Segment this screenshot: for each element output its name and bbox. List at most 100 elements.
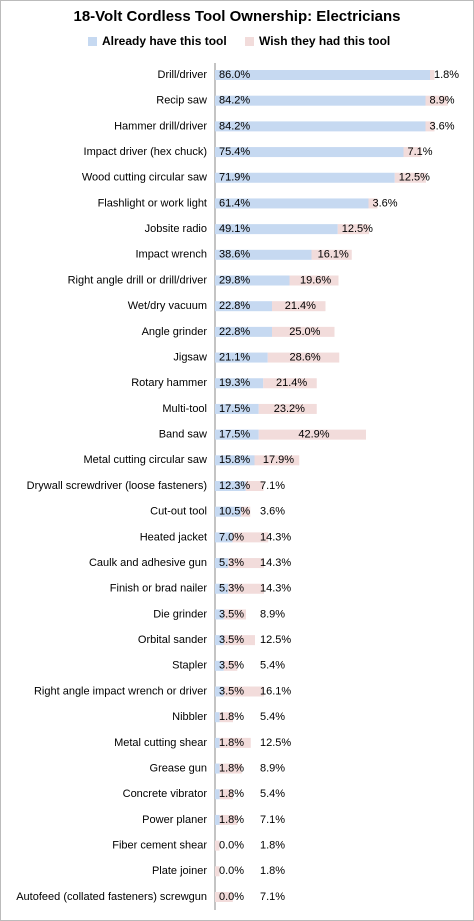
- bar-segment: [215, 712, 220, 723]
- bar-segment: [368, 198, 378, 209]
- bar-segment: [215, 275, 290, 286]
- bar-segment: [215, 609, 224, 620]
- y-tick-label: Heated jacket: [140, 531, 207, 543]
- data-label: 22.8%: [219, 326, 250, 338]
- data-label: 86.0%: [219, 69, 250, 81]
- y-tick-label: Caulk and adhesive gun: [89, 557, 207, 569]
- y-tick-label: Orbital sander: [138, 634, 207, 646]
- bar-segment: [228, 558, 264, 569]
- data-label: 1.8%: [219, 737, 244, 749]
- y-tick-label: Finish or brad nailer: [110, 583, 208, 595]
- data-label: 5.4%: [260, 788, 285, 800]
- y-tick-label: Die grinder: [153, 608, 207, 620]
- data-label: 61.4%: [219, 197, 250, 209]
- y-tick-label: Band saw: [159, 429, 207, 441]
- data-label: 71.9%: [219, 172, 250, 184]
- bar-segment: [215, 378, 264, 389]
- bar-segment: [215, 814, 220, 825]
- data-label: 17.5%: [219, 429, 250, 441]
- data-label: 22.8%: [219, 300, 250, 312]
- data-label: 3.6%: [373, 197, 398, 209]
- data-label: 21.4%: [276, 377, 307, 389]
- data-label: 23.2%: [274, 403, 305, 415]
- bar-segment: [215, 558, 229, 569]
- bar-segment: [215, 147, 404, 158]
- bar-segment: [219, 789, 233, 800]
- data-label: 1.8%: [219, 711, 244, 723]
- legend-swatch: [245, 37, 254, 46]
- data-label: 12.5%: [260, 737, 291, 749]
- y-tick-label: Impact driver (hex chuck): [84, 146, 207, 158]
- bar-segment: [289, 275, 339, 286]
- y-tick-label: Drill/driver: [158, 69, 208, 81]
- data-label: 19.3%: [219, 377, 250, 389]
- bar-segment: [223, 609, 246, 620]
- data-label: 1.8%: [219, 762, 244, 774]
- bar-segment: [215, 326, 272, 337]
- y-tick-label: Multi-tool: [162, 403, 207, 415]
- y-tick-label: Nibbler: [172, 711, 207, 723]
- data-label: 17.9%: [263, 454, 294, 466]
- y-tick-label: Flashlight or work light: [98, 197, 207, 209]
- data-label: 1.8%: [260, 840, 285, 852]
- data-label: 7.0%: [219, 531, 244, 543]
- data-label: 21.4%: [285, 300, 316, 312]
- y-tick-label: Right angle drill or drill/driver: [68, 274, 208, 286]
- bar-segment: [258, 403, 317, 414]
- y-tick-label: Concrete vibrator: [123, 788, 208, 800]
- bar-segment: [215, 866, 220, 877]
- data-label: 3.5%: [219, 660, 244, 672]
- legend-label: Already have this tool: [102, 34, 227, 48]
- bar-segment: [215, 840, 220, 851]
- bar-segment: [245, 481, 264, 491]
- data-label: 84.2%: [219, 95, 250, 107]
- y-tick-label: Plate joiner: [152, 865, 207, 877]
- data-label: 3.6%: [260, 506, 285, 518]
- data-label: 7.1%: [260, 814, 285, 826]
- data-label: 16.1%: [260, 685, 291, 697]
- data-label: 10.5%: [219, 506, 250, 518]
- bar-segment: [215, 892, 233, 902]
- legend-swatch: [88, 37, 97, 46]
- bar-segment: [215, 121, 426, 132]
- bar-segment: [215, 789, 220, 800]
- data-label: 5.3%: [219, 557, 244, 569]
- data-label: 75.4%: [219, 146, 250, 158]
- bar-segment: [215, 532, 233, 543]
- bar-segment: [219, 737, 251, 748]
- data-label: 12.5%: [260, 634, 291, 646]
- bar-segment: [215, 198, 369, 209]
- y-tick-label: Stapler: [172, 660, 207, 672]
- bar-segment: [219, 763, 242, 774]
- bar-segment: [215, 70, 430, 80]
- data-label: 7.1%: [408, 146, 433, 158]
- bar-segment: [254, 455, 300, 466]
- bar-segment: [311, 249, 352, 260]
- y-tick-label: Recip saw: [156, 95, 207, 107]
- data-label: 49.1%: [219, 223, 250, 235]
- bar-segment: [263, 378, 317, 389]
- data-label: 19.6%: [300, 274, 331, 286]
- bar-segment: [228, 583, 264, 594]
- y-tick-label: Cut-out tool: [150, 506, 207, 518]
- bar-segment: [223, 686, 264, 697]
- bar-segment: [241, 506, 251, 517]
- bar-segment: [223, 660, 238, 671]
- bar-segment: [215, 763, 220, 774]
- bar-segment: [215, 635, 224, 646]
- y-tick-label: Fiber cement shear: [112, 840, 207, 852]
- data-label: 12.5%: [399, 172, 430, 184]
- data-label: 28.6%: [290, 351, 321, 363]
- data-label: 42.9%: [298, 429, 329, 441]
- bar-segment: [215, 686, 224, 697]
- y-tick-label: Hammer drill/driver: [114, 120, 207, 132]
- data-label: 1.8%: [219, 814, 244, 826]
- data-label: 14.3%: [260, 583, 291, 595]
- data-label: 21.1%: [219, 351, 250, 363]
- y-tick-label: Right angle impact wrench or driver: [34, 685, 207, 697]
- data-label: 0.0%: [219, 840, 244, 852]
- bar-segment: [258, 429, 366, 440]
- data-label: 8.9%: [430, 95, 455, 107]
- data-label: 7.1%: [260, 480, 285, 492]
- data-label: 16.1%: [318, 249, 349, 261]
